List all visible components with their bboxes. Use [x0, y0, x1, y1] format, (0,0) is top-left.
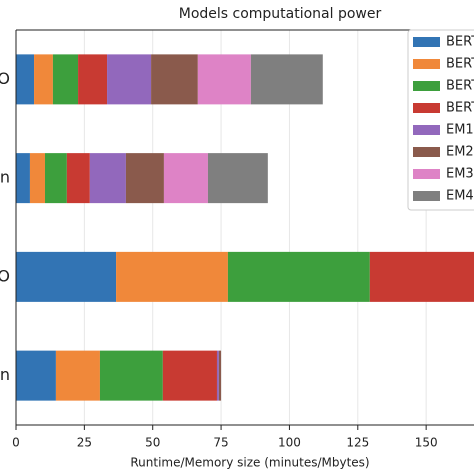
bar-segment	[116, 251, 228, 302]
bar-segment	[218, 350, 222, 401]
y-tick-label: n	[0, 168, 10, 187]
legend-swatch	[413, 191, 440, 201]
bar-segment	[369, 251, 474, 302]
bar-segment	[55, 350, 100, 401]
x-tick-label: 50	[145, 436, 160, 450]
bar-segment	[216, 350, 219, 401]
chart-title: Models computational power	[179, 6, 382, 22]
x-axis-label: Runtime/Memory size (minutes/Mbytes)	[130, 456, 369, 470]
legend-label: BERT	[446, 35, 474, 50]
bar-segment	[66, 153, 90, 204]
y-tick-label: O	[0, 69, 10, 88]
bar-segment	[29, 153, 45, 204]
bar-segment	[16, 350, 56, 401]
legend-label: BERT	[446, 57, 474, 72]
x-tick-label: 100	[278, 436, 301, 450]
y-tick-label: n	[0, 365, 10, 384]
bar-segment	[250, 54, 323, 105]
bar-segment	[107, 54, 152, 105]
legend-label: BERT	[446, 79, 474, 94]
legend-label: EM4	[446, 189, 474, 204]
x-tick-label: 150	[415, 436, 438, 450]
legend-label: BERT	[446, 101, 474, 116]
bar-segment	[16, 54, 35, 105]
legend-swatch	[413, 147, 440, 157]
bar-segment	[125, 153, 164, 204]
bar-segment	[44, 153, 67, 204]
legend-swatch	[413, 103, 440, 113]
bar-segment	[16, 251, 117, 302]
bar-segment	[16, 153, 30, 204]
legend-label: EM3	[446, 167, 474, 182]
x-tick-label: 75	[213, 436, 228, 450]
y-tick-label: O	[0, 266, 10, 285]
legend-label: EM2	[446, 145, 474, 160]
legend-swatch	[413, 59, 440, 69]
bar-segment	[89, 153, 126, 204]
bar-segment	[163, 153, 208, 204]
bar-segment	[52, 54, 79, 105]
legend-box	[407, 29, 474, 211]
bar-segment	[197, 54, 251, 105]
legend-swatch	[413, 169, 440, 179]
legend-label: EM1	[446, 123, 474, 138]
x-tick-label: 125	[346, 436, 369, 450]
legend: BERT BERT BERT BERT EM1 EM2 EM3 EM4	[407, 29, 474, 211]
bar-segment	[99, 350, 163, 401]
bar-segment	[34, 54, 53, 105]
bar-segment	[78, 54, 108, 105]
legend-swatch	[413, 81, 440, 91]
bar-segment	[207, 153, 268, 204]
bar-segment	[151, 54, 198, 105]
legend-swatch	[413, 125, 440, 135]
legend-swatch	[413, 37, 440, 47]
bar-segment	[227, 251, 370, 302]
bar-segment	[162, 350, 217, 401]
x-tick-label: 0	[12, 436, 20, 450]
x-tick-label: 25	[77, 436, 92, 450]
